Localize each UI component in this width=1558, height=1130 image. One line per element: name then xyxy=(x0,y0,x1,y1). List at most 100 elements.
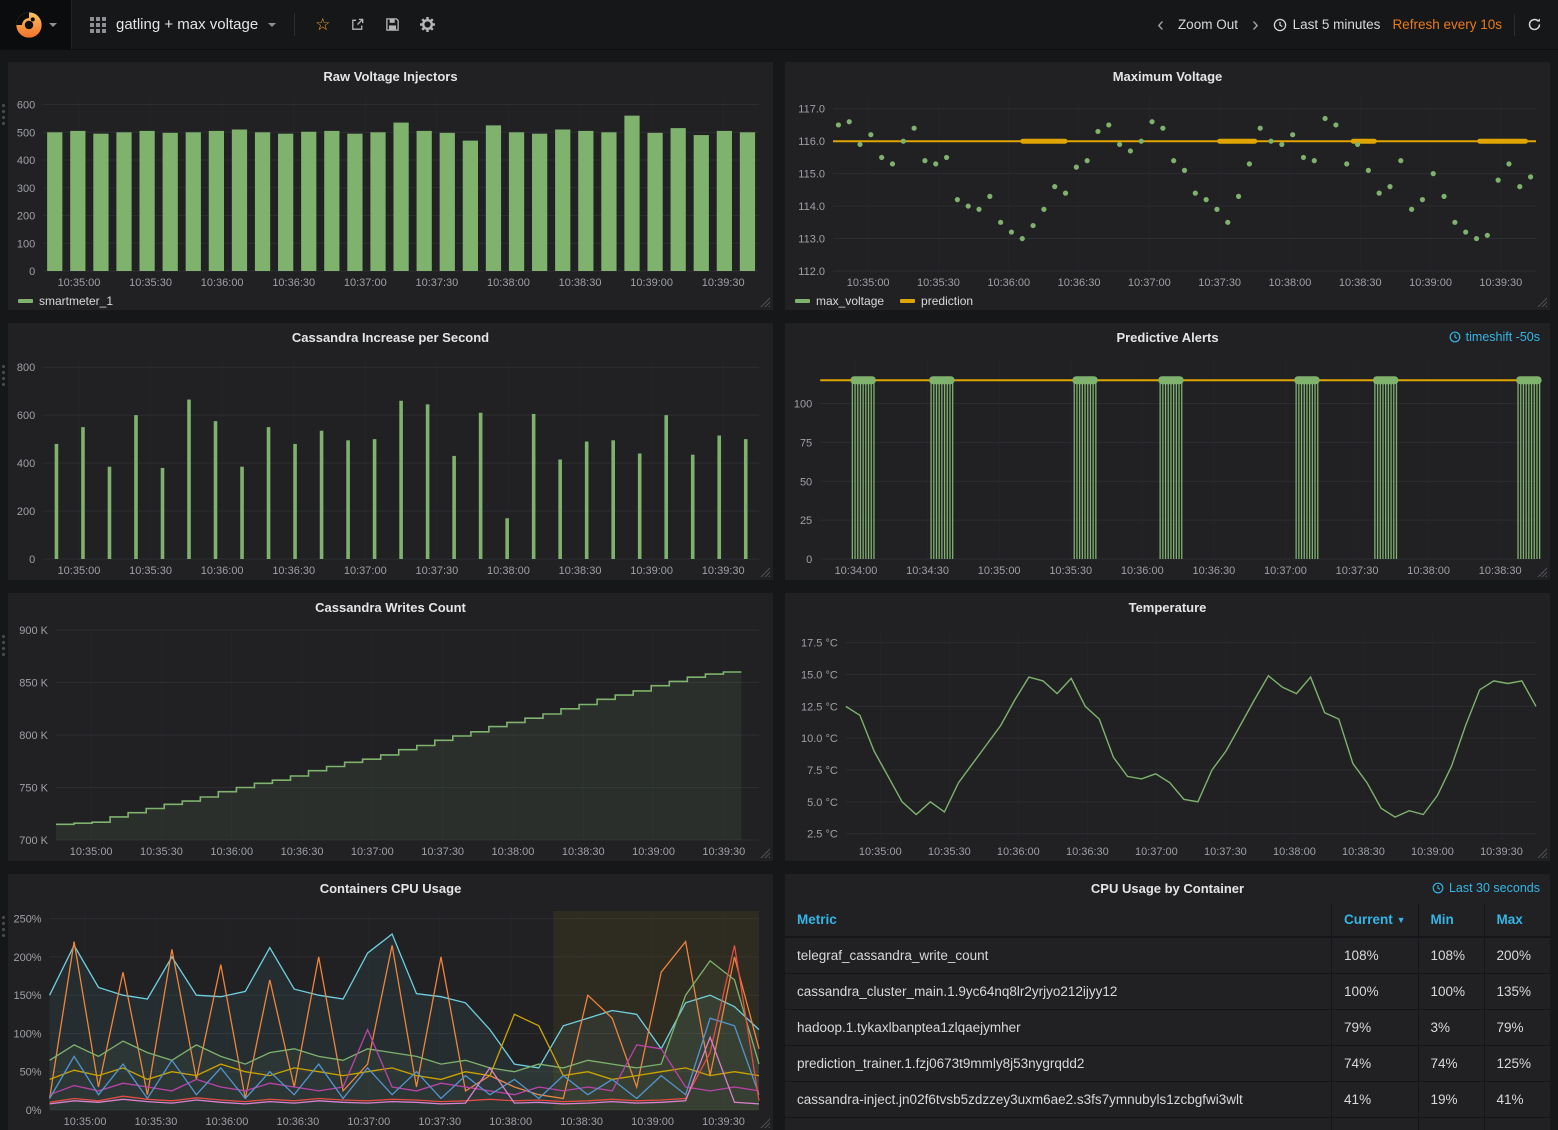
value-cell: 74% xyxy=(1417,1045,1484,1082)
svg-text:10:38:00: 10:38:00 xyxy=(487,565,530,577)
value-cell: 41% xyxy=(1483,1081,1550,1118)
panel-header[interactable]: Cassandra Increase per Second xyxy=(8,323,773,350)
panel-resize-handle[interactable] xyxy=(1537,297,1547,307)
col-header-metric[interactable]: Metric xyxy=(785,903,1332,938)
svg-text:10:39:30: 10:39:30 xyxy=(1480,846,1523,858)
time-forward-chevron-icon[interactable]: › xyxy=(1251,13,1259,36)
svg-text:800: 800 xyxy=(17,362,35,374)
svg-text:10:38:00: 10:38:00 xyxy=(492,846,535,858)
panel-resize-handle[interactable] xyxy=(1537,567,1547,577)
svg-text:10:38:00: 10:38:00 xyxy=(1407,565,1450,577)
time-window-label: Last 30 seconds xyxy=(1448,881,1540,895)
containers-cpu-chart[interactable]: 10:35:00 10:35:30 10:36:00 10:36:30 10:37:00… xyxy=(8,901,773,1130)
value-cell: 15% xyxy=(1417,1117,1484,1130)
predictive-alerts-chart[interactable]: 10:34:00 10:34:30 10:35:00 10:35:30 10:36:00… xyxy=(785,350,1550,580)
svg-text:5.0 °C: 5.0 °C xyxy=(807,797,838,809)
panel-resize-handle[interactable] xyxy=(760,848,770,858)
panel-header[interactable]: Containers CPU Usage xyxy=(8,874,773,901)
svg-text:10:36:00: 10:36:00 xyxy=(206,1116,249,1128)
svg-text:10:35:30: 10:35:30 xyxy=(140,846,183,858)
value-cell: 135% xyxy=(1483,973,1550,1010)
svg-text:10:36:30: 10:36:30 xyxy=(272,277,315,289)
table-row: prediction_trainer.1.fzj0673t9mmly8j53ny… xyxy=(785,1045,1550,1082)
time-back-chevron-icon[interactable]: ‹ xyxy=(1157,13,1164,36)
logo-caret-icon xyxy=(49,22,57,27)
svg-text:10:35:30: 10:35:30 xyxy=(917,277,960,289)
panel-header[interactable]: Predictive Alerts timeshift -50s xyxy=(785,323,1550,350)
legend-item-max_voltage[interactable]: max_voltage xyxy=(795,294,884,308)
legend-item-prediction[interactable]: prediction xyxy=(900,294,973,308)
panel-cassandra-writes-count: Cassandra Writes Count 10:35:00 10:35:30 1… xyxy=(8,593,773,861)
panel-header[interactable]: Maximum Voltage xyxy=(785,62,1550,89)
panel-resize-handle[interactable] xyxy=(760,1118,770,1128)
value-cell: 74% xyxy=(1331,1045,1418,1082)
panel-header[interactable]: Cassandra Writes Count xyxy=(8,593,773,620)
row-drag-handle[interactable] xyxy=(2,104,5,125)
navbar-divider xyxy=(294,13,296,36)
dashboard-caret-icon xyxy=(268,22,277,27)
svg-text:10:36:00: 10:36:00 xyxy=(1121,565,1164,577)
value-cell: 125% xyxy=(1483,1045,1550,1082)
save-icon[interactable] xyxy=(385,17,400,32)
svg-text:600: 600 xyxy=(17,100,35,112)
panel-resize-handle[interactable] xyxy=(1537,848,1547,858)
svg-text:10:38:00: 10:38:00 xyxy=(489,1116,532,1128)
col-header-current[interactable]: Current ▼ xyxy=(1331,903,1418,938)
svg-text:10:39:00: 10:39:00 xyxy=(632,846,675,858)
cassandra-writes-chart[interactable]: 10:35:00 10:35:30 10:36:00 10:36:30 10:37:00… xyxy=(8,620,773,861)
refresh-interval-button[interactable]: Refresh every 10s xyxy=(1392,17,1502,32)
raw-voltage-injectors-chart[interactable]: 10:35:00 10:35:30 10:36:00 10:36:30 10:37:00… xyxy=(8,89,773,292)
svg-text:12.5 °C: 12.5 °C xyxy=(801,701,838,713)
star-icon[interactable]: ☆ xyxy=(315,15,331,34)
svg-text:10:39:00: 10:39:00 xyxy=(1409,277,1452,289)
svg-text:10:38:00: 10:38:00 xyxy=(487,277,530,289)
settings-gear-icon[interactable] xyxy=(420,17,436,32)
panel-header[interactable]: CPU Usage by Container Last 30 seconds xyxy=(785,874,1550,901)
panel-header[interactable]: Temperature xyxy=(785,593,1550,620)
panel-maximum-voltage: Maximum Voltage 10:35:00 10:35:30 10:36:00… xyxy=(785,62,1550,310)
svg-text:10:39:30: 10:39:30 xyxy=(702,1116,745,1128)
row-drag-handle[interactable] xyxy=(2,635,5,656)
svg-text:600: 600 xyxy=(17,410,35,422)
svg-text:10:37:00: 10:37:00 xyxy=(1135,846,1178,858)
cassandra-increase-chart[interactable]: 10:35:00 10:35:30 10:36:00 10:36:30 10:37:00… xyxy=(8,350,773,580)
col-header-min[interactable]: Min xyxy=(1417,903,1484,938)
panel-title: Cassandra Increase per Second xyxy=(291,330,490,345)
refresh-icon[interactable] xyxy=(1527,17,1542,32)
dashboard-selector[interactable]: gatling + max voltage xyxy=(72,0,294,49)
svg-text:150%: 150% xyxy=(13,990,41,1002)
panel-title: CPU Usage by Container xyxy=(1090,881,1245,896)
svg-text:10:38:30: 10:38:30 xyxy=(1339,277,1382,289)
metric-cell: cassandra-inject.jn02f6tvsb5zdzzey3uxm6a… xyxy=(785,1081,1332,1118)
svg-text:10:39:00: 10:39:00 xyxy=(630,277,673,289)
panel-resize-handle[interactable] xyxy=(760,567,770,577)
grafana-logo[interactable] xyxy=(0,0,72,49)
panel-resize-handle[interactable] xyxy=(760,297,770,307)
temperature-chart[interactable]: 10:35:00 10:35:30 10:36:00 10:36:30 10:37:00… xyxy=(785,620,1550,861)
panel-header[interactable]: Raw Voltage Injectors xyxy=(8,62,773,89)
maximum-voltage-chart[interactable]: 10:35:00 10:35:30 10:36:00 10:36:30 10:37:00… xyxy=(785,89,1550,292)
zoom-out-button[interactable]: Zoom Out xyxy=(1177,17,1238,32)
svg-text:10:39:30: 10:39:30 xyxy=(702,565,745,577)
time-range-picker[interactable]: Last 5 minutes xyxy=(1273,17,1380,32)
svg-text:113.0: 113.0 xyxy=(798,234,825,246)
svg-text:10:37:30: 10:37:30 xyxy=(1204,846,1247,858)
value-cell: 41% xyxy=(1331,1081,1418,1118)
col-header-max[interactable]: Max xyxy=(1483,903,1550,938)
row-drag-handle[interactable] xyxy=(2,916,5,937)
timeshift-link[interactable]: timeshift -50s xyxy=(1449,330,1540,344)
svg-text:10:35:00: 10:35:00 xyxy=(58,565,101,577)
svg-text:10:35:00: 10:35:00 xyxy=(859,846,902,858)
svg-text:800 K: 800 K xyxy=(19,730,48,742)
svg-text:750 K: 750 K xyxy=(19,783,48,795)
share-icon[interactable] xyxy=(350,17,365,32)
svg-text:116.0: 116.0 xyxy=(798,136,825,148)
panel-title: Cassandra Writes Count xyxy=(315,600,466,615)
row-drag-handle[interactable] xyxy=(2,365,5,386)
svg-text:10:38:00: 10:38:00 xyxy=(1269,277,1312,289)
table-row: hadoop.1.tykaxlbanptea1zlqaejymher 79% 3% 7… xyxy=(785,1009,1550,1046)
svg-text:200%: 200% xyxy=(13,952,41,964)
legend-item-smartmeter_1[interactable]: smartmeter_1 xyxy=(18,294,113,308)
time-window-link[interactable]: Last 30 seconds xyxy=(1432,881,1540,895)
svg-text:900 K: 900 K xyxy=(19,625,48,637)
